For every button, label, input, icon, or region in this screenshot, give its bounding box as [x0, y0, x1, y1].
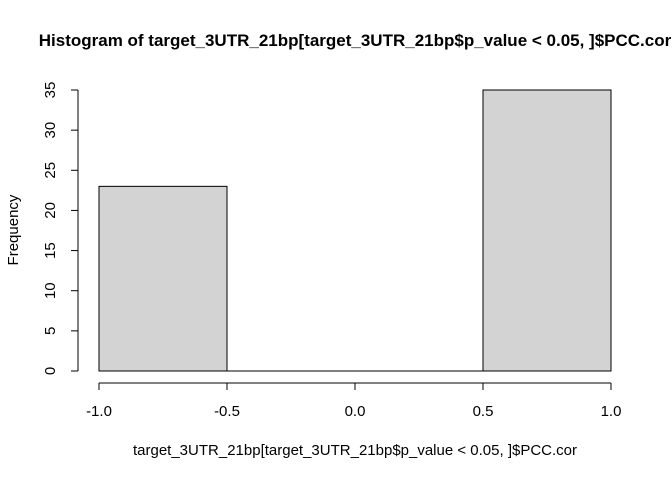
x-tick-label: 0.0 — [345, 403, 366, 420]
x-axis: -1.0 -0.5 0.0 0.5 1.0 — [86, 382, 622, 420]
x-tick-label: -0.5 — [214, 403, 240, 420]
y-tick-label: 25 — [42, 162, 59, 179]
x-tick-label: -1.0 — [86, 403, 112, 420]
histogram-bar — [482, 89, 612, 372]
bars-group — [98, 89, 612, 372]
y-tick-label: 35 — [42, 82, 59, 99]
y-tick-label: 0 — [42, 367, 59, 375]
chart-title: Histogram of target_3UTR_21bp[target_3UT… — [39, 31, 672, 50]
y-axis-label: Frequency — [5, 194, 22, 265]
y-axis: 0 5 10 15 20 25 30 35 — [42, 82, 79, 375]
histogram-bar — [98, 185, 228, 372]
x-tick-label: 1.0 — [601, 403, 622, 420]
y-tick-label: 15 — [42, 242, 59, 259]
y-tick-label: 10 — [42, 282, 59, 299]
y-tick-label: 30 — [42, 122, 59, 139]
y-tick-label: 5 — [42, 327, 59, 335]
y-tick-label: 20 — [42, 202, 59, 219]
x-tick-label: 0.5 — [473, 403, 494, 420]
x-axis-label: target_3UTR_21bp[target_3UTR_21bp$p_valu… — [133, 442, 577, 459]
